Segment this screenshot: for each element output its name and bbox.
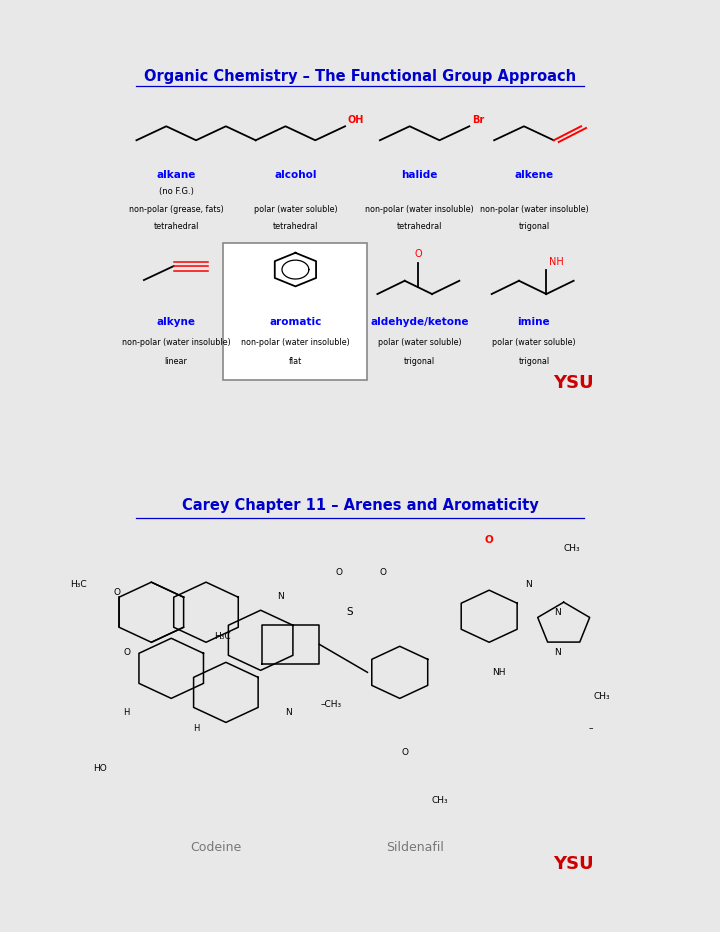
Text: N: N (277, 592, 284, 601)
Text: CH₃: CH₃ (431, 796, 448, 805)
Text: non-polar (water insoluble): non-polar (water insoluble) (241, 337, 350, 347)
Text: alkene: alkene (514, 170, 554, 180)
Text: Br: Br (472, 115, 484, 125)
Text: Codeine: Codeine (190, 841, 241, 854)
Text: N: N (526, 580, 532, 589)
Text: N: N (554, 648, 560, 657)
Text: alcohol: alcohol (274, 170, 317, 180)
Text: NH: NH (549, 257, 564, 267)
Text: halide: halide (402, 170, 438, 180)
Text: YSU: YSU (553, 374, 593, 392)
Text: tetrahedral: tetrahedral (273, 223, 318, 231)
Text: polar (water soluble): polar (water soluble) (378, 337, 462, 347)
Text: Sildenafil: Sildenafil (386, 841, 444, 854)
Text: non-polar (water insoluble): non-polar (water insoluble) (122, 337, 230, 347)
Text: CH₃: CH₃ (593, 692, 610, 701)
Text: flat: flat (289, 357, 302, 366)
Text: trigonal: trigonal (404, 357, 435, 366)
Text: aromatic: aromatic (269, 317, 322, 327)
Text: Organic Chemistry – The Functional Group Approach: Organic Chemistry – The Functional Group… (144, 69, 576, 84)
Text: HO: HO (93, 764, 107, 773)
Text: O: O (113, 588, 120, 596)
Text: NH: NH (492, 668, 506, 677)
Text: H: H (123, 708, 130, 717)
Text: O: O (336, 568, 343, 577)
Text: H₃C: H₃C (215, 632, 231, 641)
Text: O: O (401, 748, 408, 757)
Text: O: O (415, 250, 422, 259)
Text: polar (water soluble): polar (water soluble) (253, 205, 337, 214)
Text: N: N (554, 608, 560, 617)
Text: non-polar (grease, fats): non-polar (grease, fats) (129, 205, 223, 214)
Text: imine: imine (518, 317, 550, 327)
Text: linear: linear (165, 357, 188, 366)
Text: (no F.G.): (no F.G.) (158, 187, 194, 197)
Text: tetrahedral: tetrahedral (153, 223, 199, 231)
Text: OH: OH (348, 115, 364, 125)
Text: –CH₃: –CH₃ (320, 700, 341, 709)
Text: N: N (285, 708, 292, 717)
Text: alkane: alkane (156, 170, 196, 180)
Text: alkyne: alkyne (157, 317, 196, 327)
Text: CH₃: CH₃ (564, 543, 580, 553)
Text: Carey Chapter 11 – Arenes and Aromaticity: Carey Chapter 11 – Arenes and Aromaticit… (181, 498, 539, 513)
Text: H₃C: H₃C (70, 580, 87, 589)
Text: O: O (380, 568, 387, 577)
Text: tetrahedral: tetrahedral (397, 223, 442, 231)
Text: YSU: YSU (553, 855, 593, 872)
Text: –: – (588, 724, 593, 733)
FancyBboxPatch shape (223, 243, 367, 379)
Text: non-polar (water insoluble): non-polar (water insoluble) (480, 205, 588, 214)
Text: O: O (123, 648, 130, 657)
Text: aldehyde/ketone: aldehyde/ketone (370, 317, 469, 327)
Text: trigonal: trigonal (518, 357, 549, 366)
Text: S: S (347, 608, 354, 617)
Text: O: O (485, 535, 493, 545)
Text: H: H (193, 724, 199, 733)
Text: non-polar (water insoluble): non-polar (water insoluble) (365, 205, 474, 214)
Text: trigonal: trigonal (518, 223, 549, 231)
Text: polar (water soluble): polar (water soluble) (492, 337, 576, 347)
